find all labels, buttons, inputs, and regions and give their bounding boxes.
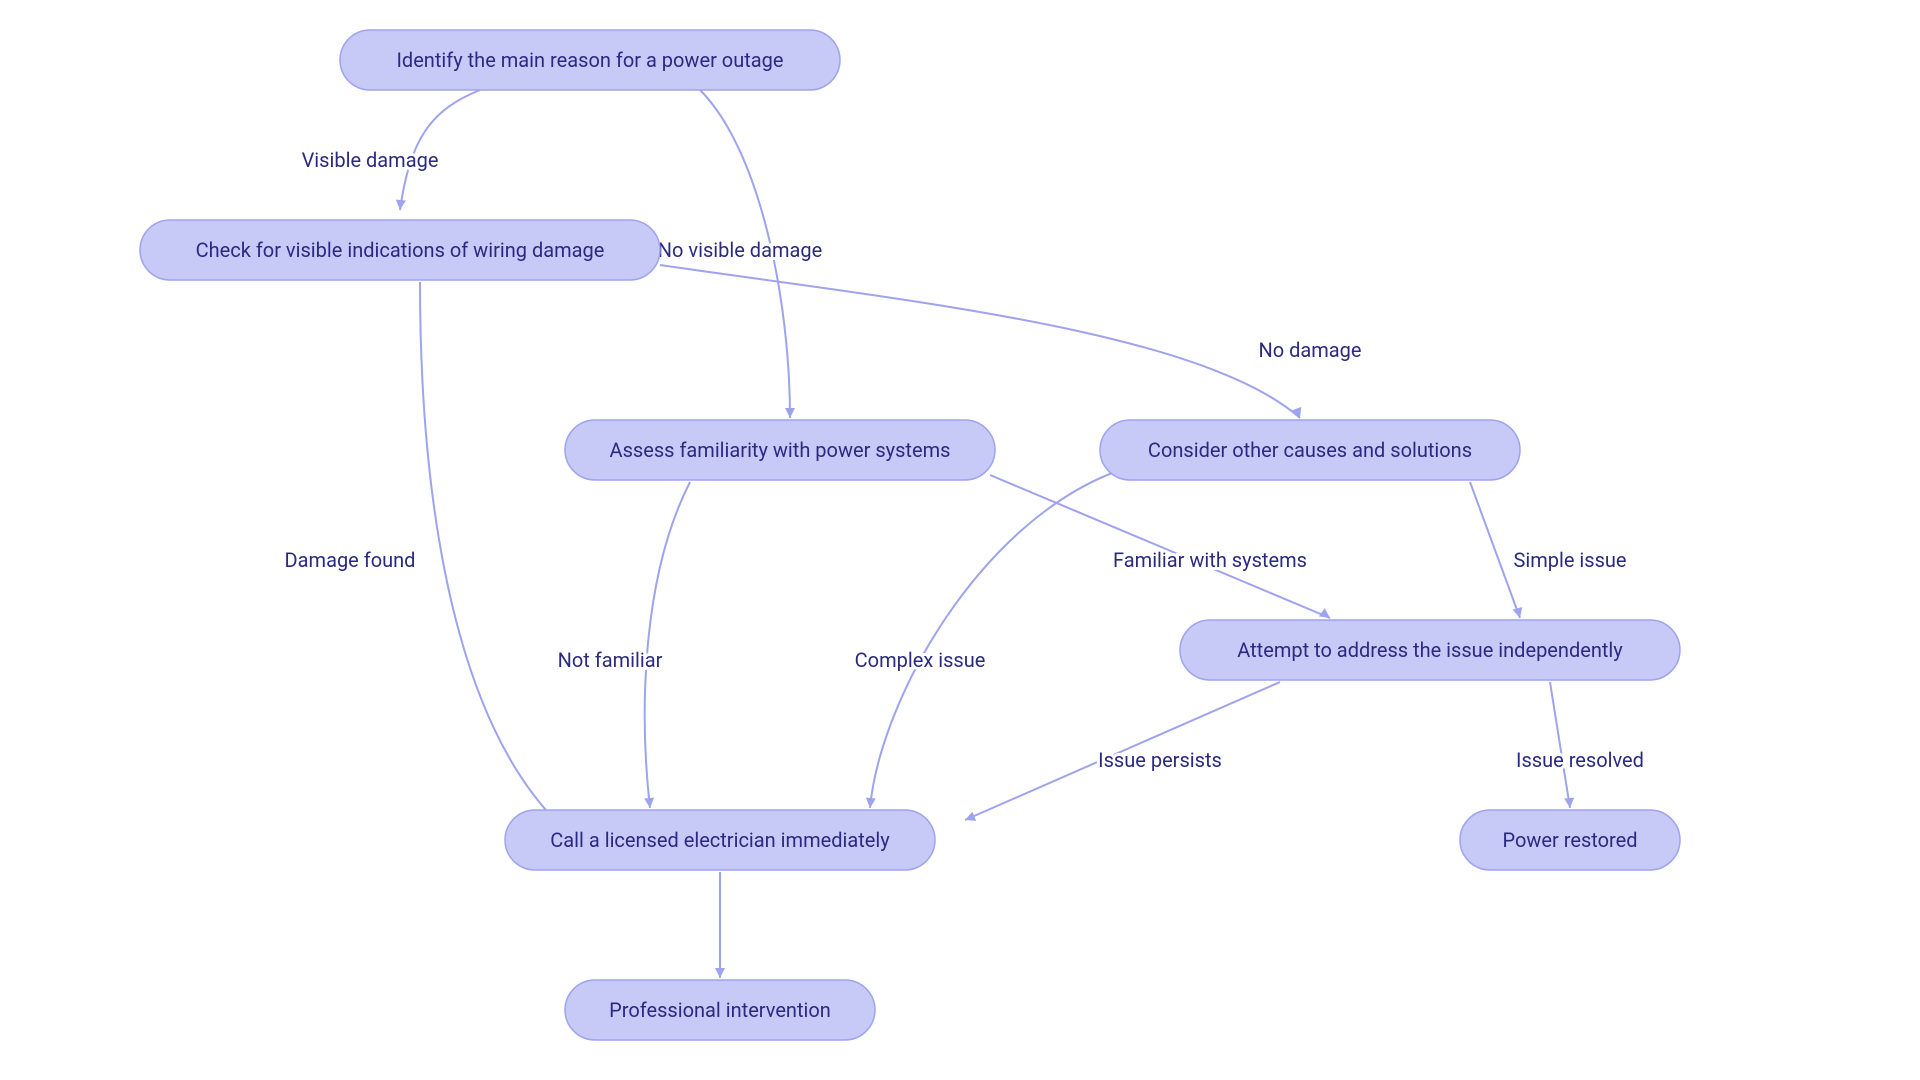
edge-label-check-to-call: Damage found [285,548,416,572]
node-label-assess: Assess familiarity with power systems [610,438,951,462]
edge-arrow-attempt-to-restored [1564,798,1574,808]
edge-label-attempt-to-call: Issue persists [1098,748,1222,772]
node-label-attempt: Attempt to address the issue independent… [1237,638,1623,662]
node-label-check: Check for visible indications of wiring … [196,238,605,262]
node-attempt: Attempt to address the issue independent… [1180,620,1680,680]
edge-arrow-call-to-pro [715,968,725,978]
flowchart-canvas: Visible damageVisible damageNo visible d… [0,0,1920,1080]
edge-label-consider-to-call: Complex issue [855,648,986,672]
edge-arrow-identify-to-check [396,200,406,210]
edge-label-attempt-to-restored: Issue resolved [1516,748,1644,772]
node-label-identify: Identify the main reason for a power out… [396,48,783,72]
node-check: Check for visible indications of wiring … [140,220,660,280]
node-identify: Identify the main reason for a power out… [340,30,840,90]
node-label-call: Call a licensed electrician immediately [550,828,890,852]
edge-arrow-consider-to-attempt [1513,607,1523,618]
edge-label-identify-to-check: Visible damage [302,148,439,172]
node-consider: Consider other causes and solutions [1100,420,1520,480]
node-label-restored: Power restored [1502,828,1637,852]
edge-attempt-to-restored [1550,682,1570,808]
edge-consider-to-call [870,470,1120,808]
edge-arrow-consider-to-call [866,798,876,808]
nodes-layer: Identify the main reason for a power out… [140,30,1680,1040]
edge-assess-to-attempt [990,475,1330,618]
node-pro: Professional intervention [565,980,875,1040]
node-restored: Power restored [1460,810,1680,870]
edge-label-assess-to-call: Not familiar [558,648,663,672]
node-label-pro: Professional intervention [609,998,831,1022]
edge-label-check-to-consider: No damage [1258,338,1361,362]
edge-check-to-call [420,282,555,820]
node-label-consider: Consider other causes and solutions [1148,438,1472,462]
node-assess: Assess familiarity with power systems [565,420,995,480]
edge-assess-to-call [645,482,690,808]
node-call: Call a licensed electrician immediately [505,810,935,870]
edge-label-consider-to-attempt: Simple issue [1513,548,1626,572]
edge-label-identify-to-assess: No visible damage [658,238,822,262]
edge-label-assess-to-attempt: Familiar with systems [1113,548,1307,572]
edge-arrow-identify-to-assess [785,408,795,418]
edge-arrow-assess-to-call [644,798,654,808]
edge-check-to-consider [660,265,1300,418]
